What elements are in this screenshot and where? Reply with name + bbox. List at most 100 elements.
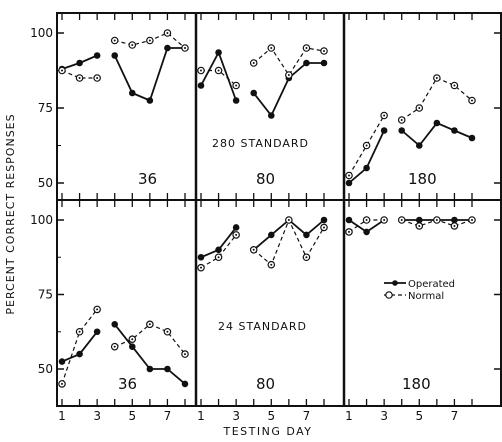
data-point-operated	[164, 44, 171, 52]
series-line-normal	[253, 218, 325, 266]
data-point-normal-dot	[453, 84, 456, 87]
panel-number-label: 180	[408, 170, 437, 188]
data-point-operated	[76, 59, 83, 67]
x-tick-label: 1	[58, 409, 66, 423]
x-tick-label: 1	[197, 409, 205, 423]
data-point-normal-dot	[400, 219, 403, 221]
series-line-operated	[200, 50, 237, 101]
data-point-normal-dot	[252, 248, 255, 251]
data-point-normal-dot	[348, 174, 350, 177]
x-tick-label: 3	[232, 409, 240, 423]
series-line-normal	[114, 323, 186, 355]
data-point-operated	[197, 82, 205, 89]
x-tick-label: 5	[267, 409, 275, 423]
data-point-operated	[451, 127, 458, 134]
panel-number-label: 80	[256, 375, 275, 393]
data-point-normal-dot	[305, 47, 308, 49]
data-point-normal-dot	[270, 263, 273, 266]
markers-group: 36 80 180 36 80 180	[58, 29, 476, 393]
series-line-operated	[252, 62, 324, 118]
data-point-operated	[76, 350, 83, 358]
data-point-operated	[111, 321, 119, 328]
panel-number-label: 80	[256, 170, 275, 188]
data-point-operated	[303, 231, 310, 239]
x-tick-label: 1	[345, 409, 353, 423]
data-point-normal-dot	[96, 308, 99, 311]
x-tick-label: 5	[128, 409, 136, 423]
data-point-normal-dot	[365, 144, 368, 147]
data-point-normal-dot	[471, 99, 473, 102]
data-point-normal-dot	[235, 84, 238, 87]
data-point-normal-dot	[383, 114, 386, 117]
data-point-operated	[58, 358, 66, 365]
data-point-operated	[345, 216, 353, 224]
data-point-normal-dot	[365, 219, 368, 221]
data-point-normal-dot	[453, 224, 456, 227]
data-point-operated	[93, 52, 101, 59]
data-point-normal-dot	[418, 224, 421, 227]
series-line-operated	[401, 121, 473, 147]
data-point-normal-dot	[287, 219, 290, 221]
data-point-operated	[128, 89, 136, 97]
data-point-normal-dot	[323, 50, 325, 52]
data-point-normal-dot	[217, 256, 220, 259]
data-point-normal-dot	[383, 219, 386, 221]
data-point-operated	[232, 224, 240, 231]
data-point-normal-dot	[348, 230, 350, 233]
series-line-normal	[401, 77, 473, 121]
y-tick-label: 50	[38, 362, 53, 376]
data-point-normal-dot	[61, 69, 63, 72]
legend-marker-operated	[392, 280, 398, 286]
data-point-operated	[181, 380, 189, 388]
x-tick-label: 5	[415, 409, 423, 423]
y-tick-label: 75	[38, 288, 53, 302]
data-point-normal-dot	[184, 353, 186, 356]
legend-marker-normal	[385, 291, 393, 299]
data-point-normal-dot	[323, 226, 325, 229]
data-point-operated	[267, 112, 275, 119]
data-point-normal-dot	[131, 44, 134, 46]
data-point-normal-dot	[200, 266, 202, 269]
data-point-operated	[267, 231, 275, 239]
series-line-normal	[61, 309, 98, 385]
data-point-normal-dot	[61, 382, 63, 385]
x-axis-label: TESTING DAY	[222, 425, 312, 437]
data-point-normal-dot	[435, 219, 438, 221]
data-point-normal-dot	[78, 77, 81, 79]
data-point-operated	[415, 216, 423, 224]
data-point-operated	[146, 365, 154, 373]
data-point-operated	[215, 246, 222, 254]
x-tick-label: 3	[380, 409, 388, 423]
data-point-operated	[303, 59, 310, 67]
data-point-normal-dot	[148, 323, 151, 326]
data-point-operated	[398, 127, 406, 134]
x-tick-label: 7	[164, 409, 172, 423]
data-point-operated	[363, 164, 370, 172]
data-point-normal-dot	[78, 330, 81, 333]
data-point-operated	[468, 134, 476, 142]
data-point-normal-dot	[400, 119, 403, 121]
data-point-operated	[215, 49, 222, 56]
data-point-normal-dot	[184, 47, 186, 49]
data-point-operated	[146, 97, 154, 104]
data-point-normal-dot	[471, 219, 473, 221]
data-point-operated	[164, 365, 171, 373]
data-point-operated	[128, 343, 136, 350]
data-point-normal-dot	[418, 107, 421, 109]
legend-label-operated: Operated	[408, 279, 455, 290]
y-tick-label: 100	[30, 26, 53, 40]
data-point-normal-dot	[270, 47, 273, 49]
data-point-operated	[320, 216, 328, 224]
data-point-operated	[433, 119, 441, 127]
y-tick-label: 50	[38, 176, 53, 190]
data-point-operated	[197, 253, 205, 261]
series-line-normal	[253, 47, 325, 77]
y-tick-label: 100	[30, 213, 53, 227]
data-point-normal-dot	[252, 62, 255, 64]
y-tick-label: 75	[38, 101, 53, 115]
data-point-operated	[415, 142, 423, 149]
data-point-normal-dot	[217, 69, 220, 72]
data-point-operated	[111, 52, 119, 59]
data-point-normal-dot	[287, 74, 290, 76]
